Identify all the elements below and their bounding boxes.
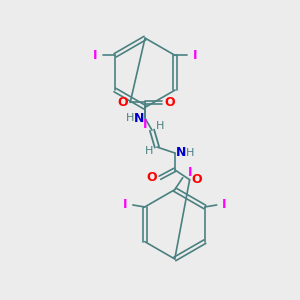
Text: I: I [123, 199, 127, 212]
Text: H: H [145, 146, 153, 156]
Text: O: O [117, 96, 128, 109]
Text: I: I [188, 166, 193, 179]
Text: O: O [164, 96, 175, 109]
Text: H: H [185, 148, 194, 158]
Text: O: O [147, 171, 157, 184]
Text: H: H [126, 113, 134, 123]
Text: I: I [93, 49, 98, 62]
Text: I: I [222, 199, 227, 212]
Text: N: N [134, 112, 144, 125]
Text: O: O [191, 173, 202, 186]
Text: I: I [143, 118, 147, 131]
Text: H: H [156, 121, 164, 131]
Text: N: N [176, 146, 186, 160]
Text: I: I [193, 49, 197, 62]
